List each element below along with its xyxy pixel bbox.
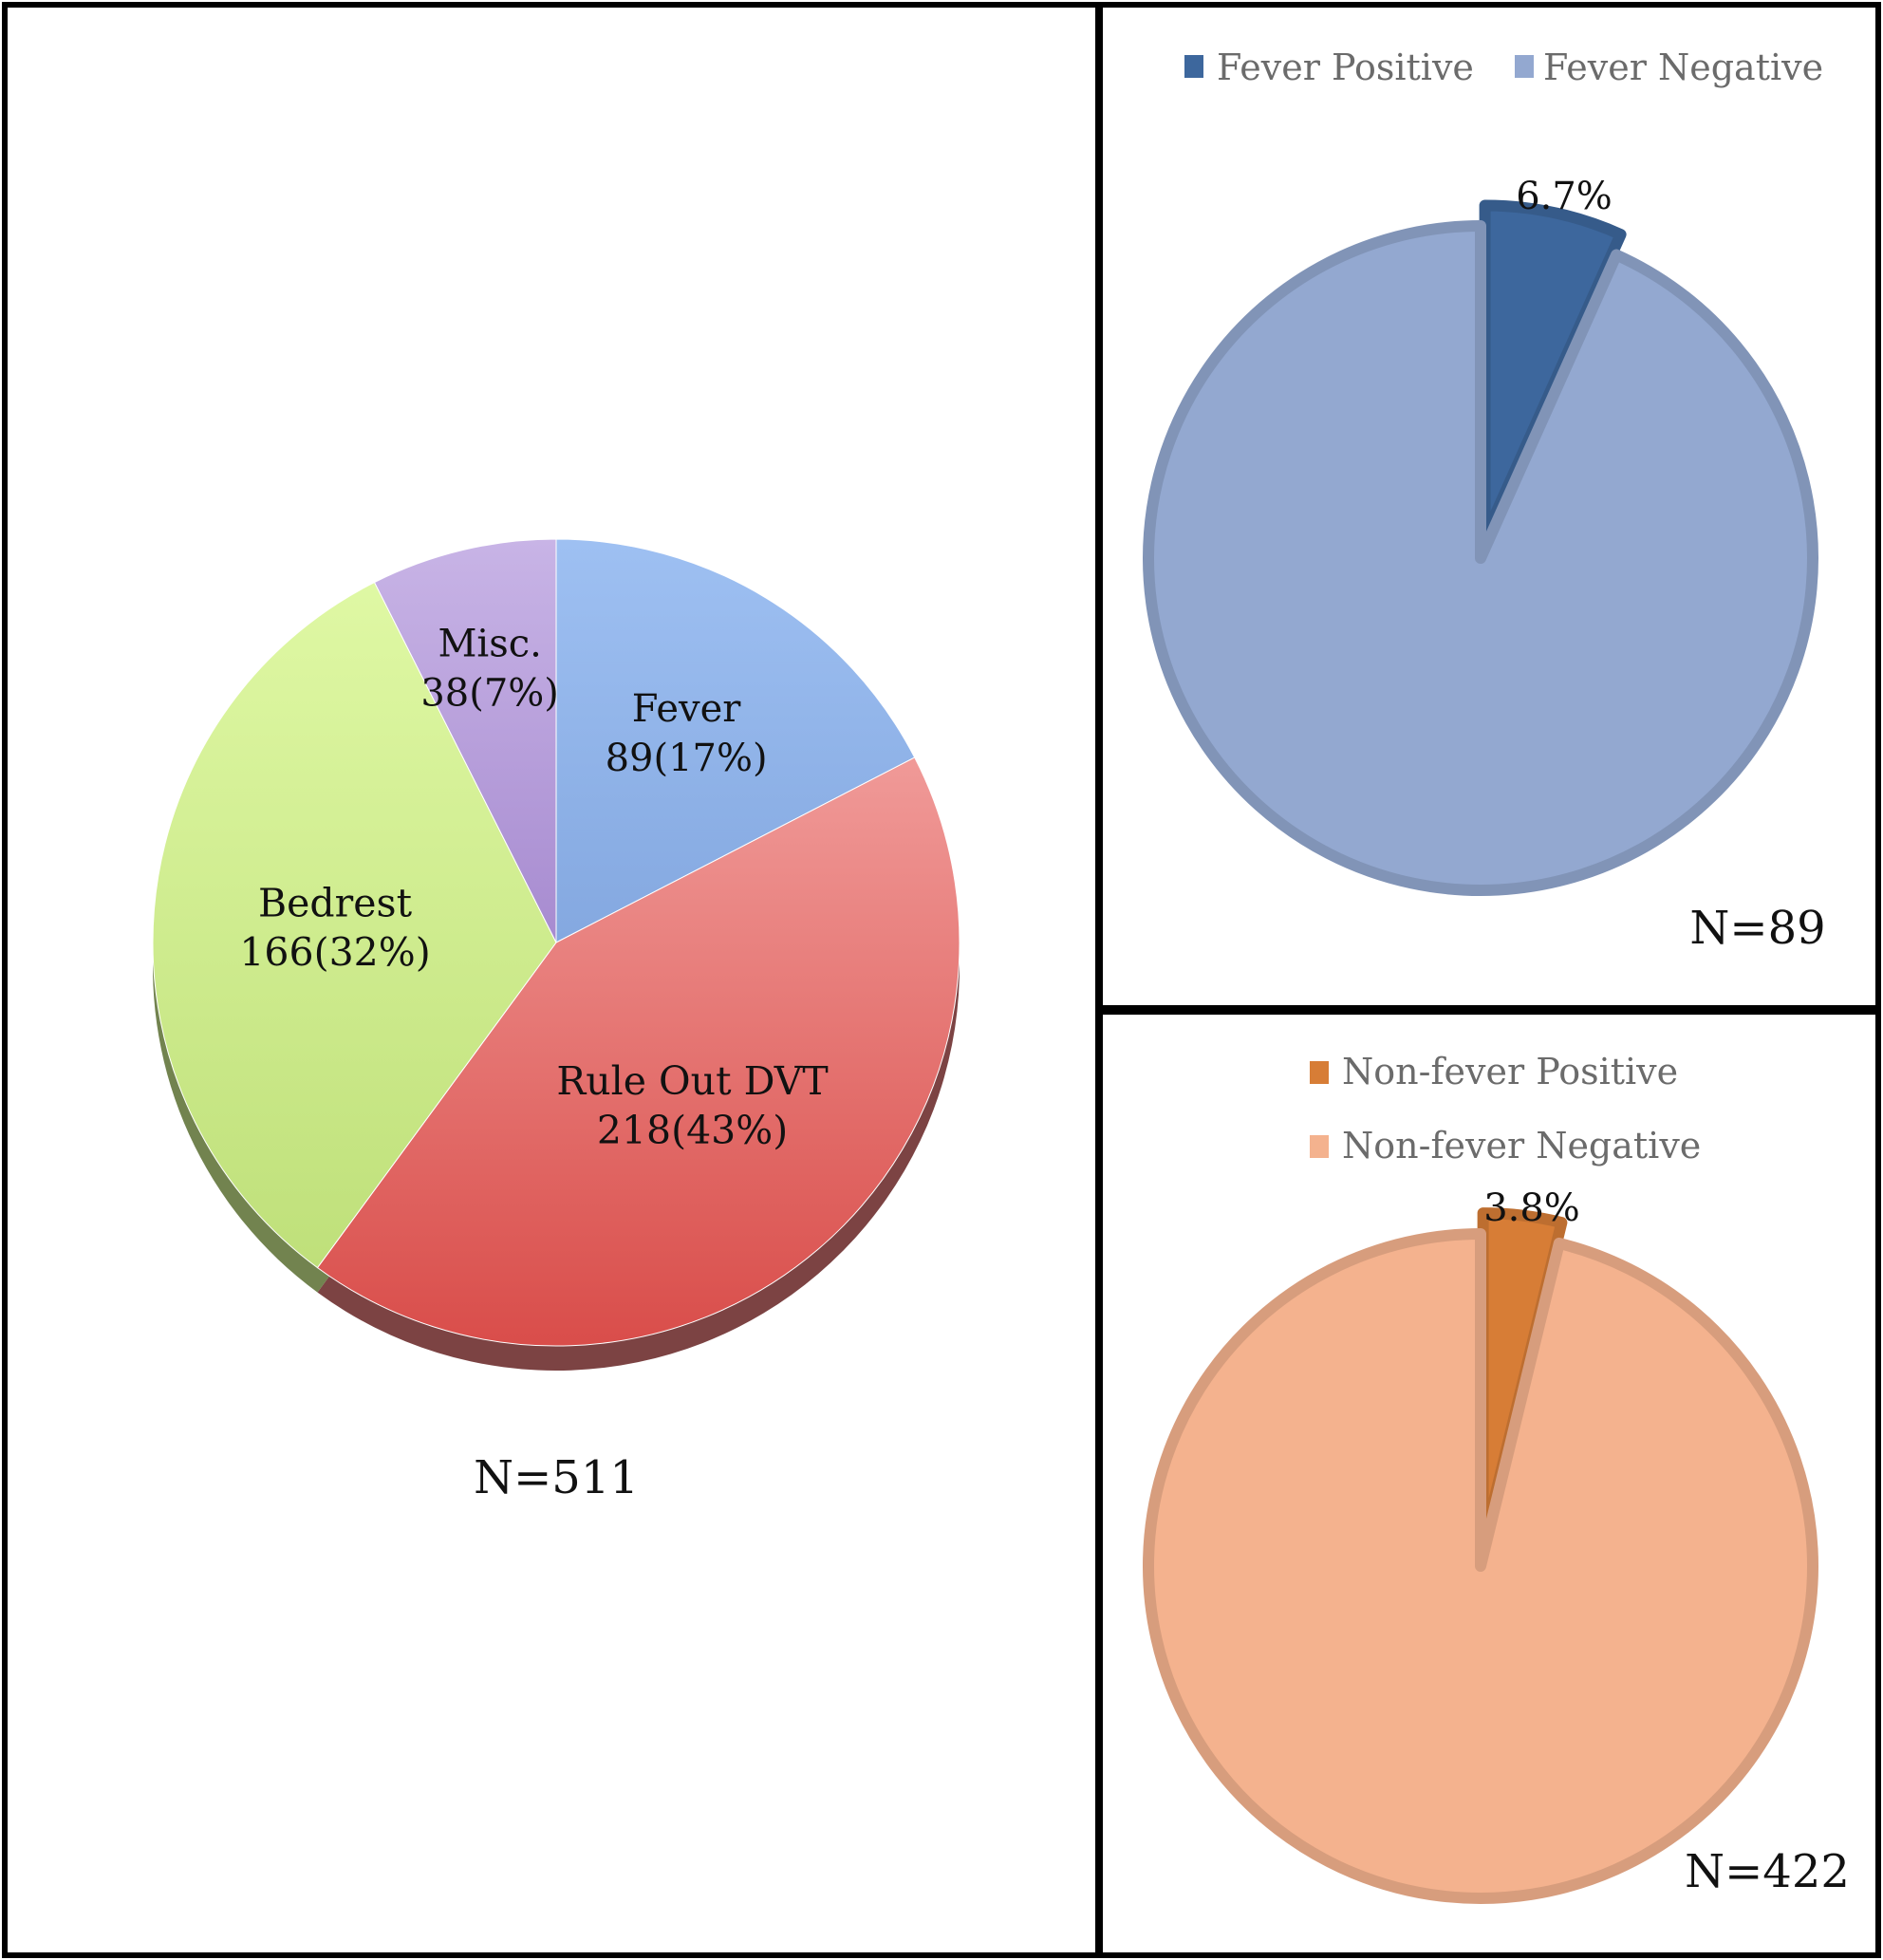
- slice-non-fever-negative: [1143, 1228, 1818, 1904]
- main-slice-fever: [555, 538, 916, 943]
- main-label-misc: Misc. 38(7%): [420, 622, 559, 715]
- slice-fever-negative: [1143, 220, 1818, 896]
- main-pie-labels: Fever 89(17%) Rule Out DVT 218(43%) Bedrest 1…: [239, 622, 828, 1153]
- main-pie-slices: [152, 538, 960, 1347]
- non-fever-pie-slices: [1143, 1207, 1818, 1904]
- fever-positive-data-label: 6.7%: [1516, 175, 1613, 218]
- fever-legend: Fever Positive Fever Negative: [1184, 47, 1823, 88]
- main-label-fever: Fever 89(17%): [606, 687, 768, 780]
- top-right-panel-frame: [1097, 2, 1881, 1011]
- legend-label-fever-positive: Fever Positive: [1217, 47, 1474, 88]
- legend-label-fever-negative: Fever Negative: [1543, 47, 1823, 88]
- main-slice-rule-out-dvt: [316, 756, 960, 1347]
- main-pie-chart: Fever 89(17%) Rule Out DVT 218(43%) Bedrest 1…: [152, 538, 960, 1504]
- legend-label-non-fever-negative: Non-fever Negative: [1342, 1125, 1701, 1167]
- fever-pie-chart: Fever Positive Fever Negative 6.7% N=89: [1143, 47, 1826, 955]
- non-fever-positive-data-label: 3.8%: [1483, 1186, 1580, 1230]
- legend-label-non-fever-positive: Non-fever Positive: [1342, 1051, 1678, 1092]
- fever-pie-slices: [1143, 199, 1818, 896]
- non-fever-pie-chart: Non-fever Positive Non-fever Negative 3.…: [1143, 1051, 1850, 1904]
- legend-swatch-non-fever-positive: [1310, 1061, 1329, 1084]
- legend-swatch-fever-negative: [1515, 55, 1534, 78]
- main-label-bedrest: Bedrest 166(32%): [239, 881, 430, 976]
- non-fever-n-annotation: N=422: [1685, 1845, 1850, 1898]
- legend-swatch-non-fever-negative: [1310, 1135, 1329, 1158]
- slice-fever-positive: [1479, 199, 1627, 544]
- main-slice-bedrest: [152, 581, 557, 1269]
- main-label-rule-out-dvt: Rule Out DVT 218(43%): [556, 1058, 828, 1153]
- bottom-right-panel-frame: [1097, 1009, 1881, 1958]
- main-n-annotation: N=511: [474, 1451, 639, 1504]
- fever-n-annotation: N=89: [1689, 902, 1825, 955]
- non-fever-legend: Non-fever Positive Non-fever Negative: [1310, 1051, 1701, 1167]
- legend-swatch-fever-positive: [1184, 55, 1203, 78]
- main-slice-misc: [373, 538, 557, 943]
